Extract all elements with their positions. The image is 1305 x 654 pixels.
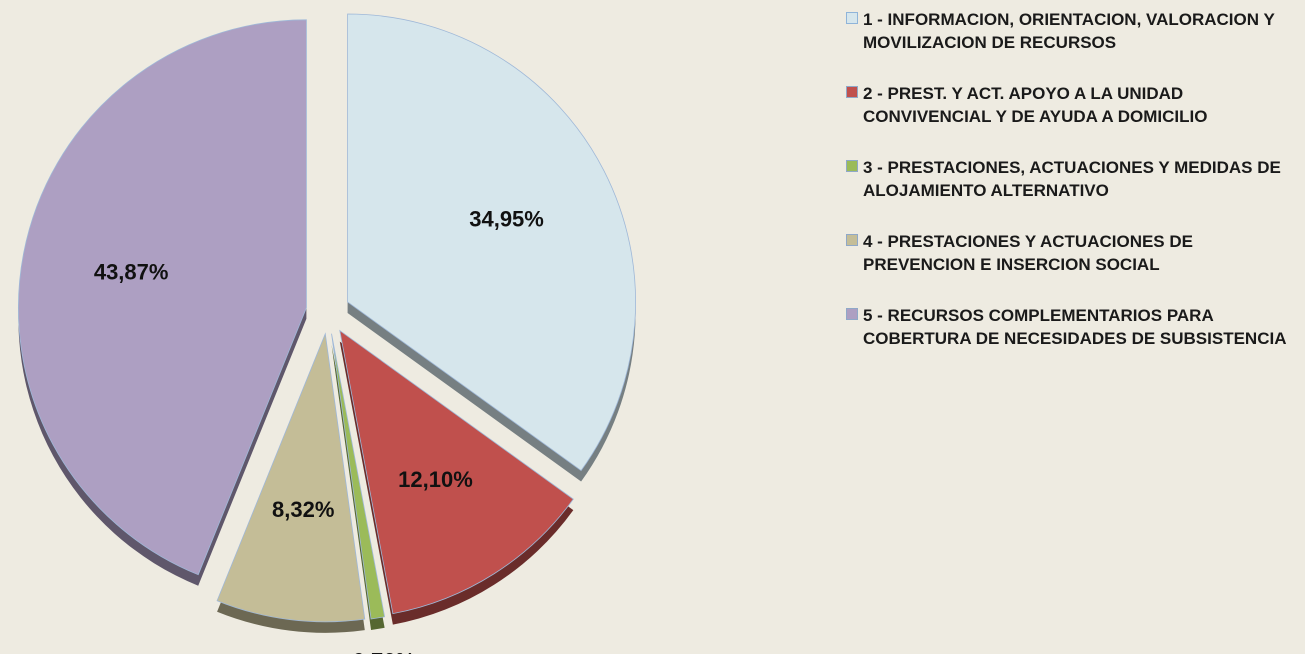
legend-item: 4 - PRESTACIONES Y ACTUACIONES DE PREVEN… [846, 230, 1301, 276]
legend-swatch [846, 308, 858, 320]
legend-swatch [846, 86, 858, 98]
legend-item: 2 - PREST. Y ACT. APOYO A LA UNIDAD CONV… [846, 82, 1301, 128]
legend-label: 5 - RECURSOS COMPLEMENTARIOS PARA COBERT… [863, 306, 1287, 348]
legend-label: 4 - PRESTACIONES Y ACTUACIONES DE PREVEN… [863, 232, 1193, 274]
slice [347, 13, 636, 472]
legend-item: 3 - PRESTACIONES, ACTUACIONES Y MEDIDAS … [846, 156, 1301, 202]
slice [216, 332, 366, 623]
legend-swatch [846, 12, 858, 24]
legend-swatch [846, 160, 858, 172]
legend-item: 5 - RECURSOS COMPLEMENTARIOS PARA COBERT… [846, 304, 1301, 350]
data-label: 12,10% [398, 467, 473, 492]
data-label: 34,95% [469, 206, 544, 231]
legend-label: 1 - INFORMACION, ORIENTACION, VALORACION… [863, 10, 1275, 52]
legend-label: 2 - PREST. Y ACT. APOYO A LA UNIDAD CONV… [863, 84, 1208, 126]
legend-item: 1 - INFORMACION, ORIENTACION, VALORACION… [846, 8, 1301, 54]
slice [339, 329, 574, 615]
data-label: 8,32% [272, 497, 334, 522]
data-label: 0,76% [353, 649, 415, 654]
legend-swatch [846, 234, 858, 246]
slice [18, 19, 307, 576]
slice [331, 333, 386, 620]
data-label: 43,87% [94, 259, 169, 284]
legend: 1 - INFORMACION, ORIENTACION, VALORACION… [846, 8, 1301, 378]
legend-label: 3 - PRESTACIONES, ACTUACIONES Y MEDIDAS … [863, 158, 1281, 200]
pie-area: 34,95% 12,10% 0,76% 8,32% 43,87% [18, 13, 636, 654]
